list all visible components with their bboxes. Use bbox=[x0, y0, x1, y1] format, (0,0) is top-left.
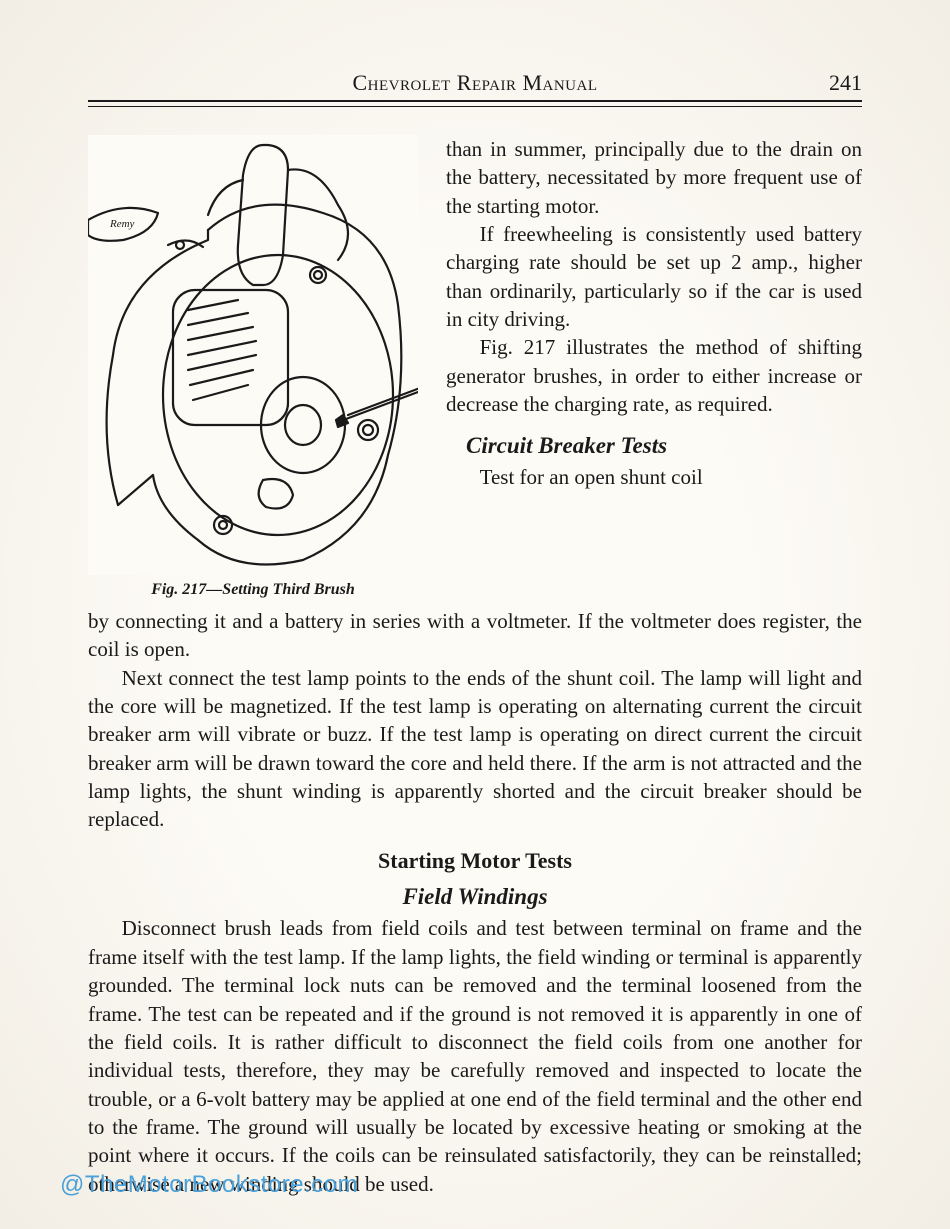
paragraph: Fig. 217 illustrates the method of shift… bbox=[446, 333, 862, 418]
paragraph: by connecting it and a battery in series… bbox=[88, 607, 862, 664]
header-rule bbox=[88, 106, 862, 107]
figure-column: Remy Fig. 217—Setting Third Brush bbox=[88, 135, 418, 599]
page-number: 241 bbox=[802, 70, 862, 96]
running-title: Chevrolet Repair Manual bbox=[148, 70, 802, 96]
page: Chevrolet Repair Manual 241 bbox=[0, 0, 950, 1229]
section-heading-starting-motor: Starting Motor Tests bbox=[88, 846, 862, 876]
paragraph: Next connect the test lamp points to the… bbox=[88, 664, 862, 834]
two-column-region: Remy Fig. 217—Setting Third Brush than i… bbox=[88, 135, 862, 599]
paragraph: Disconnect brush leads from field coils … bbox=[88, 914, 862, 1197]
full-width-body: by connecting it and a battery in series… bbox=[88, 607, 862, 1198]
section-heading-field-windings: Field Windings bbox=[88, 881, 862, 912]
paragraph-lead: Test for an open shunt coil bbox=[446, 463, 862, 491]
paragraph: If freewheeling is consistently used bat… bbox=[446, 220, 862, 333]
figure-caption: Fig. 217—Setting Third Brush bbox=[88, 581, 418, 599]
page-header: Chevrolet Repair Manual 241 bbox=[88, 70, 862, 102]
paragraph: than in summer, principally due to the d… bbox=[446, 135, 862, 220]
figure-217-illustration: Remy bbox=[88, 135, 418, 575]
section-heading-circuit-breaker: Circuit Breaker Tests bbox=[446, 430, 862, 461]
svg-text:Remy: Remy bbox=[109, 218, 135, 230]
right-text-column: than in summer, principally due to the d… bbox=[446, 135, 862, 599]
